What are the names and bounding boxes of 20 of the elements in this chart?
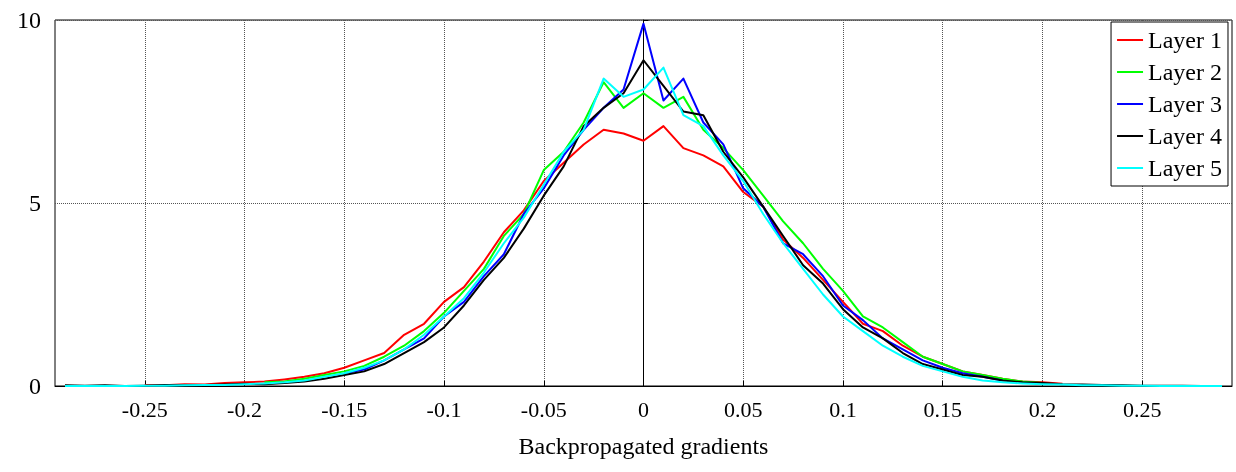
x-tick-label: -0.05: [520, 396, 567, 422]
y-tick-label: 10: [17, 7, 41, 33]
x-axis-title: Backpropagated gradients: [518, 433, 769, 459]
x-tick-label: 0.05: [724, 396, 763, 422]
x-tick-label: -0.15: [321, 396, 368, 422]
x-tick-label: 0.15: [923, 396, 962, 422]
y-tick-label: 0: [29, 373, 41, 399]
x-tick-label: -0.2: [227, 396, 262, 422]
x-tick-label: 0: [638, 396, 649, 422]
x-tick-label: 0.2: [1028, 396, 1057, 422]
x-tick-label: 0.1: [829, 396, 857, 422]
x-tick-label: 0.25: [1122, 396, 1162, 422]
legend-label: Layer 2: [1148, 59, 1223, 85]
legend-label: Layer 1: [1148, 27, 1223, 53]
legend-label: Layer 5: [1148, 155, 1223, 181]
y-tick-label: 5: [29, 190, 41, 216]
legend-label: Layer 4: [1148, 123, 1223, 149]
x-tick-label: -0.1: [426, 396, 462, 422]
legend-label: Layer 3: [1148, 91, 1223, 117]
x-tick-label: -0.25: [121, 396, 168, 422]
